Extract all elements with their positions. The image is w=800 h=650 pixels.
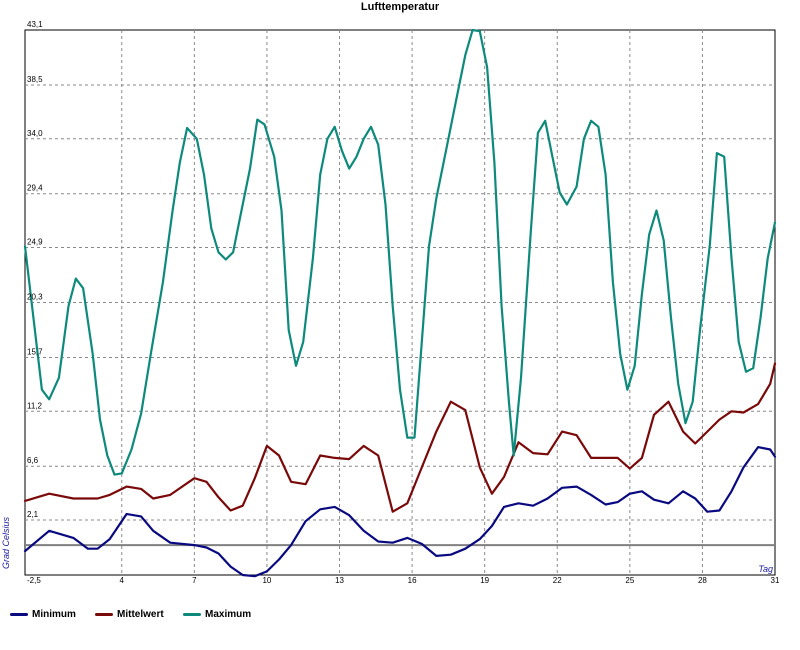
- y-tick-label-8: 34,0: [27, 129, 43, 138]
- x-tick-label-10: 31: [771, 576, 780, 585]
- x-tick-label-5: 16: [408, 576, 417, 585]
- legend-item-maximum: Maximum: [183, 609, 251, 620]
- legend-swatch-maximum: [183, 613, 201, 616]
- legend-item-minimum: Minimum: [10, 609, 76, 620]
- y-axis-label: Grad Celsius: [1, 516, 11, 569]
- y-tick-label-3: 11,2: [27, 401, 43, 410]
- legend-label-minimum: Minimum: [32, 609, 76, 620]
- x-tick-label-6: 19: [480, 576, 489, 585]
- y-tick-label-6: 24,9: [27, 238, 43, 247]
- y-tick-label-1: 2,1: [27, 510, 39, 519]
- x-tick-label-7: 22: [553, 576, 562, 585]
- chart-legend: Minimum Mittelwert Maximum: [0, 605, 800, 635]
- legend-item-mittelwert: Mittelwert: [95, 609, 164, 620]
- x-tick-label-8: 25: [625, 576, 634, 585]
- x-tick-label-1: 4: [120, 576, 125, 585]
- series-line-mittelwert: [23, 362, 777, 513]
- x-tick-label-2: 7: [192, 576, 197, 585]
- x-axis-label: Tag: [758, 564, 773, 574]
- y-tick-label-9: 38,5: [27, 75, 43, 84]
- x-tick-label-3: 10: [262, 576, 271, 585]
- series-lines: [23, 28, 777, 578]
- x-tick-label-9: 28: [698, 576, 707, 585]
- y-tick-label-7: 29,4: [27, 184, 43, 193]
- x-tick-label-4: 13: [335, 576, 344, 585]
- series-line-minimum: [23, 446, 777, 578]
- y-tick-label-4: 15,7: [27, 347, 43, 356]
- chart-title: Lufttemperatur: [361, 1, 440, 13]
- legend-swatch-minimum: [10, 613, 28, 616]
- y-tick-label-10: 43,1: [27, 20, 43, 29]
- legend-label-maximum: Maximum: [205, 609, 252, 620]
- series-line-maximum: [23, 28, 777, 476]
- legend-swatch-mittelwert: [95, 613, 113, 616]
- y-tick-label-2: 6,6: [27, 456, 39, 465]
- y-tick-label-0: -2,5: [27, 576, 41, 585]
- legend-label-mittelwert: Mittelwert: [117, 609, 164, 620]
- tick-labels: 2,1 6,6 11,2 15,7 20,3 24,9 29,4 34,0 38,5 43,1 -2…: [27, 20, 780, 585]
- y-tick-label-5: 20,3: [27, 293, 43, 302]
